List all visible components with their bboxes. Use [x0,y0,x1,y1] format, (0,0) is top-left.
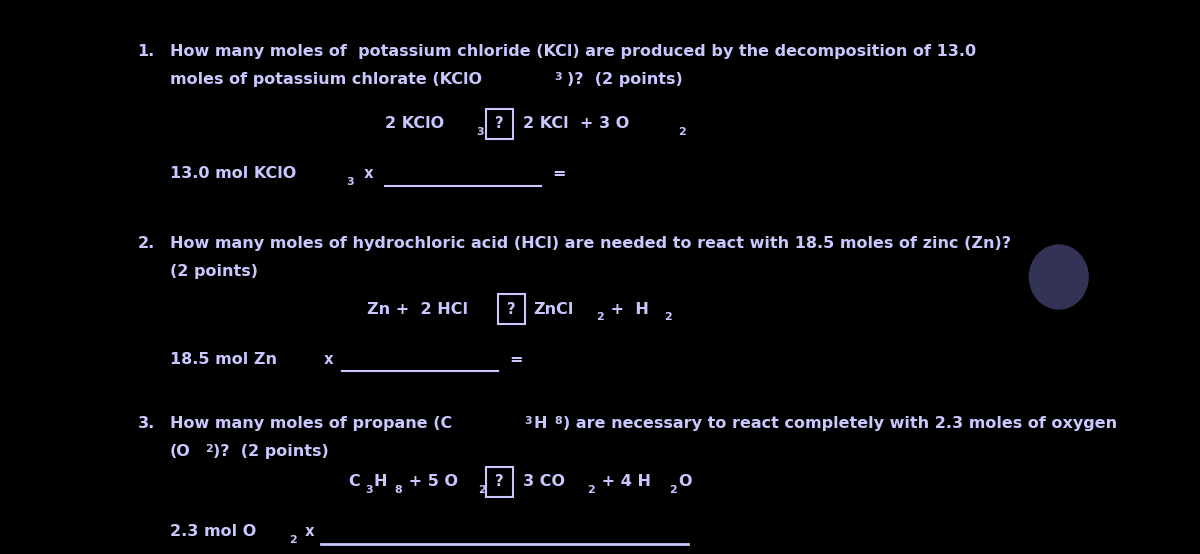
Text: 18.5 mol Zn: 18.5 mol Zn [169,351,276,367]
Text: 1.: 1. [138,44,155,59]
Text: 3.: 3. [138,416,155,431]
Text: (O: (O [169,444,191,459]
Text: 3: 3 [554,72,563,82]
Text: C: C [348,474,360,490]
Text: 8: 8 [394,485,402,495]
Text: ?: ? [496,116,504,131]
Text: 2: 2 [678,127,686,137]
Text: ^: ^ [1054,260,1064,274]
Text: 2 KClO: 2 KClO [385,116,444,131]
Text: =: = [509,351,522,367]
Text: + 4 H: + 4 H [596,474,650,490]
Text: O: O [678,474,692,490]
Text: ?: ? [508,301,516,316]
Text: +  H: + H [605,301,649,316]
Text: H: H [373,474,386,490]
Text: moles of potassium chlorate (KClO: moles of potassium chlorate (KClO [169,72,481,87]
Text: 2 KCl  + 3 O: 2 KCl + 3 O [522,116,629,131]
Text: 2.3 mol O: 2.3 mol O [169,525,256,540]
Text: 3 CO: 3 CO [522,474,564,490]
Text: 2.: 2. [138,236,155,251]
Circle shape [1030,245,1088,309]
Text: 3: 3 [524,416,532,426]
Text: ?: ? [496,474,504,490]
Text: 2: 2 [289,535,296,545]
Text: 3: 3 [347,177,354,187]
Text: (2 points): (2 points) [169,264,258,279]
Text: How many moles of  potassium chloride (KCl) are produced by the decomposition of: How many moles of potassium chloride (KC… [169,44,976,59]
Text: How many moles of hydrochloric acid (HCl) are needed to react with 18.5 moles of: How many moles of hydrochloric acid (HCl… [169,236,1010,251]
Text: + 5 O: + 5 O [403,474,458,490]
Text: )?  (2 points): )? (2 points) [212,444,329,459]
Text: 8: 8 [554,416,563,426]
Text: 3: 3 [365,485,372,495]
Text: 2: 2 [670,485,677,495]
Text: 2: 2 [596,312,604,322]
Text: 2: 2 [479,485,486,495]
Text: ) are necessary to react completely with 2.3 moles of oxygen: ) are necessary to react completely with… [563,416,1117,431]
Text: x: x [319,351,334,367]
Text: x: x [359,167,374,182]
Text: 2: 2 [665,312,672,322]
Text: 3: 3 [476,127,485,137]
Text: =: = [552,167,565,182]
Text: 13.0 mol KClO: 13.0 mol KClO [169,167,296,182]
Text: x: x [300,525,314,540]
Text: H: H [534,416,547,431]
Text: Zn +  2 HCl: Zn + 2 HCl [367,301,468,316]
Text: )?  (2 points): )? (2 points) [566,72,683,87]
Text: v: v [1055,280,1063,294]
Text: ZnCl: ZnCl [534,301,574,316]
Text: 2: 2 [205,444,214,454]
Text: 2: 2 [587,485,594,495]
Text: How many moles of propane (C: How many moles of propane (C [169,416,452,431]
